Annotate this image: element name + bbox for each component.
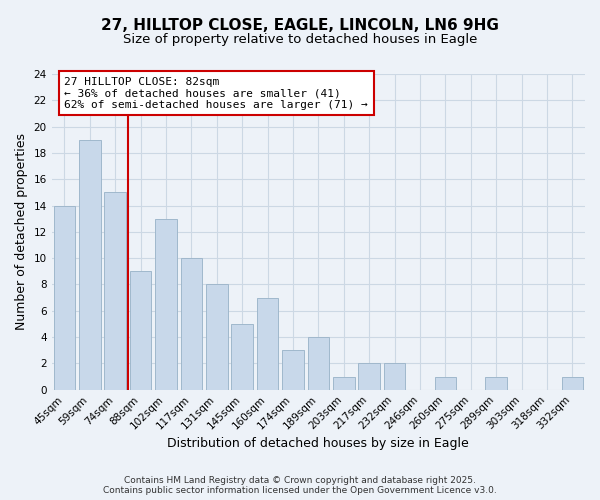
Text: Size of property relative to detached houses in Eagle: Size of property relative to detached ho…: [123, 32, 477, 46]
Bar: [206, 284, 227, 390]
Bar: [181, 258, 202, 390]
Bar: [257, 298, 278, 390]
Text: 27 HILLTOP CLOSE: 82sqm
← 36% of detached houses are smaller (41)
62% of semi-de: 27 HILLTOP CLOSE: 82sqm ← 36% of detache…: [64, 76, 368, 110]
Bar: [485, 376, 507, 390]
Bar: [333, 376, 355, 390]
Text: Contains HM Land Registry data © Crown copyright and database right 2025.
Contai: Contains HM Land Registry data © Crown c…: [103, 476, 497, 495]
Bar: [308, 337, 329, 390]
Y-axis label: Number of detached properties: Number of detached properties: [15, 134, 28, 330]
Bar: [358, 364, 380, 390]
Bar: [79, 140, 101, 390]
Bar: [104, 192, 126, 390]
Bar: [53, 206, 75, 390]
Bar: [384, 364, 406, 390]
Bar: [130, 272, 151, 390]
Bar: [434, 376, 456, 390]
Bar: [282, 350, 304, 390]
Bar: [562, 376, 583, 390]
Text: 27, HILLTOP CLOSE, EAGLE, LINCOLN, LN6 9HG: 27, HILLTOP CLOSE, EAGLE, LINCOLN, LN6 9…: [101, 18, 499, 32]
Bar: [155, 218, 177, 390]
X-axis label: Distribution of detached houses by size in Eagle: Distribution of detached houses by size …: [167, 437, 469, 450]
Bar: [232, 324, 253, 390]
